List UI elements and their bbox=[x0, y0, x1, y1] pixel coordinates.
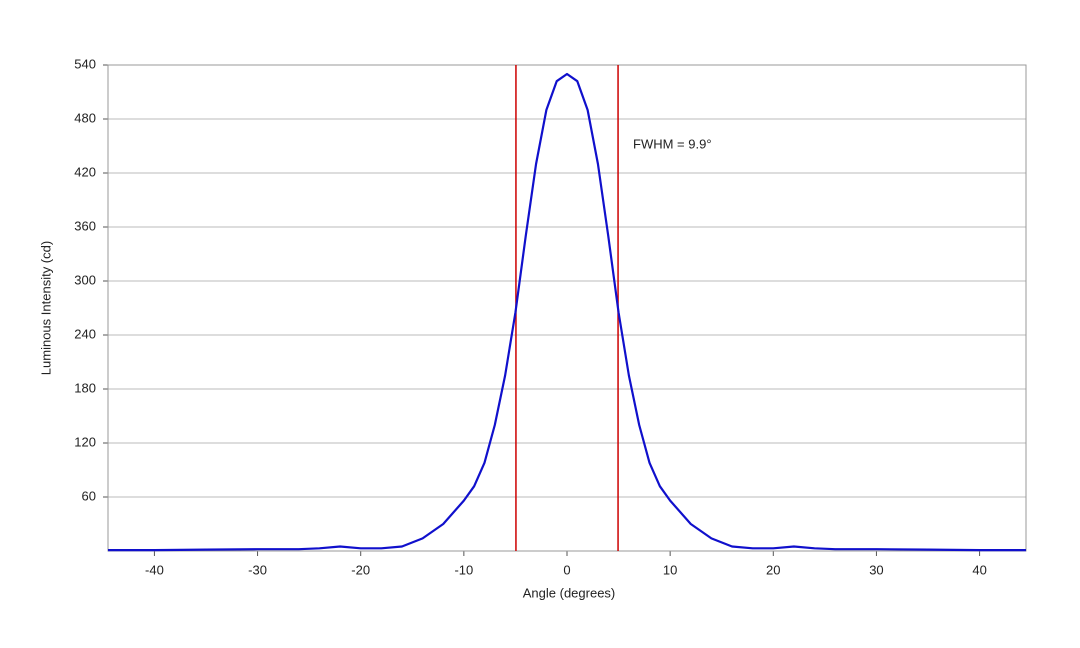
x-tick-label: 20 bbox=[766, 562, 780, 577]
y-tick-label: 300 bbox=[74, 272, 96, 287]
y-axis-label: Luminous Intensity (cd) bbox=[38, 241, 53, 375]
x-tick-label: -30 bbox=[248, 562, 267, 577]
x-tick-label: 0 bbox=[563, 562, 570, 577]
x-tick-label: -10 bbox=[454, 562, 473, 577]
x-axis-label: Angle (degrees) bbox=[523, 585, 616, 600]
y-tick-label: 240 bbox=[74, 326, 96, 341]
y-tick-label: 120 bbox=[74, 434, 96, 449]
y-tick-label: 180 bbox=[74, 380, 96, 395]
y-tick-label: 480 bbox=[74, 110, 96, 125]
x-tick-label: -40 bbox=[145, 562, 164, 577]
y-tick-label: 60 bbox=[82, 488, 96, 503]
annotation: FWHM = 9.9° bbox=[633, 136, 712, 151]
data-line bbox=[108, 72, 1026, 552]
x-tick-label: 40 bbox=[972, 562, 986, 577]
y-tick-label: 360 bbox=[74, 218, 96, 233]
plot-frame bbox=[107, 64, 1027, 552]
y-tick-label: 420 bbox=[74, 164, 96, 179]
x-tick-label: -20 bbox=[351, 562, 370, 577]
y-tick-label: 540 bbox=[74, 56, 96, 71]
x-tick-label: 30 bbox=[869, 562, 883, 577]
x-tick-label: 10 bbox=[663, 562, 677, 577]
